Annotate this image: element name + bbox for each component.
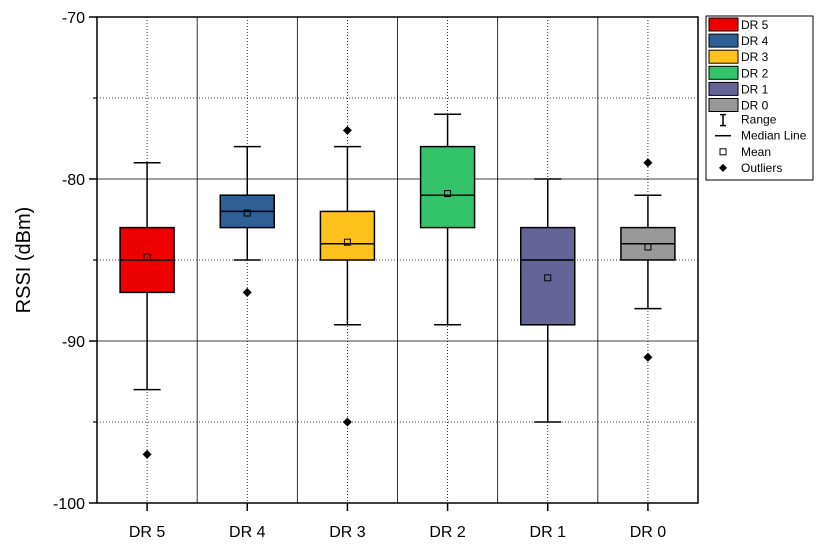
mean-marker <box>143 253 151 261</box>
legend-label: DR 2 <box>741 66 769 80</box>
legend-label: DR 0 <box>741 99 769 113</box>
mean-marker <box>644 243 652 251</box>
legend-range-label: Range <box>741 113 777 127</box>
legend-median-label: Median Line <box>741 129 807 143</box>
legend-swatch <box>708 17 739 32</box>
outlier-marker <box>342 417 352 427</box>
box-dr-3 <box>319 125 376 427</box>
mean-marker <box>243 209 251 217</box>
outlier-marker <box>142 449 152 459</box>
legend-mean-symbol <box>719 148 727 156</box>
legend-swatch <box>708 65 739 80</box>
outlier-marker <box>242 287 252 297</box>
x-tick-label: DR 3 <box>329 524 366 541</box>
legend-swatch <box>708 81 739 96</box>
axes-layer: -100 -90 -80 -70 DR 5 DR 4 DR 3 DR 2 DR 1 DR 0 <box>53 10 666 541</box>
box-body <box>419 145 476 229</box>
x-tick-label: DR 1 <box>530 524 567 541</box>
x-tick-label: DR 4 <box>229 524 266 541</box>
legend-swatch <box>708 98 739 112</box>
outlier-marker <box>643 158 653 168</box>
mean-marker <box>343 238 351 246</box>
legend-label: DR 1 <box>741 82 769 96</box>
y-axis-title: RSSI (dBm) <box>13 207 35 314</box>
y-tick-label: -80 <box>62 172 85 189</box>
legend-outliers-label: Outliers <box>741 161 782 175</box>
boxes-layer <box>119 113 676 459</box>
legend-outlier-symbol <box>719 163 727 172</box>
y-tick-label: -70 <box>62 10 85 27</box>
y-tick-label: -100 <box>53 496 85 513</box>
box-body <box>319 210 376 261</box>
box-dr-0 <box>620 158 676 362</box>
x-tick-label: DR 5 <box>129 524 166 541</box>
box-dr-2 <box>419 113 476 326</box>
legend-label: DR 5 <box>741 18 769 32</box>
legend-swatch <box>708 49 739 64</box>
legend-swatch <box>708 33 739 48</box>
mean-marker <box>544 274 552 282</box>
box-dr-1 <box>520 178 576 423</box>
box-body <box>520 226 576 326</box>
x-tick-label: DR 2 <box>429 524 466 541</box>
legend-label: DR 3 <box>741 50 769 64</box>
y-tick-label: -90 <box>62 334 85 351</box>
grid-layer <box>97 16 698 504</box>
legend-label: DR 4 <box>741 34 769 48</box>
box-dr-5 <box>119 162 175 459</box>
outlier-marker <box>643 352 653 362</box>
box-dr-4 <box>219 145 275 297</box>
legend-mean-label: Mean <box>741 145 771 159</box>
mean-marker <box>444 190 452 198</box>
x-tick-label: DR 0 <box>630 524 667 541</box>
outlier-marker <box>342 125 352 135</box>
